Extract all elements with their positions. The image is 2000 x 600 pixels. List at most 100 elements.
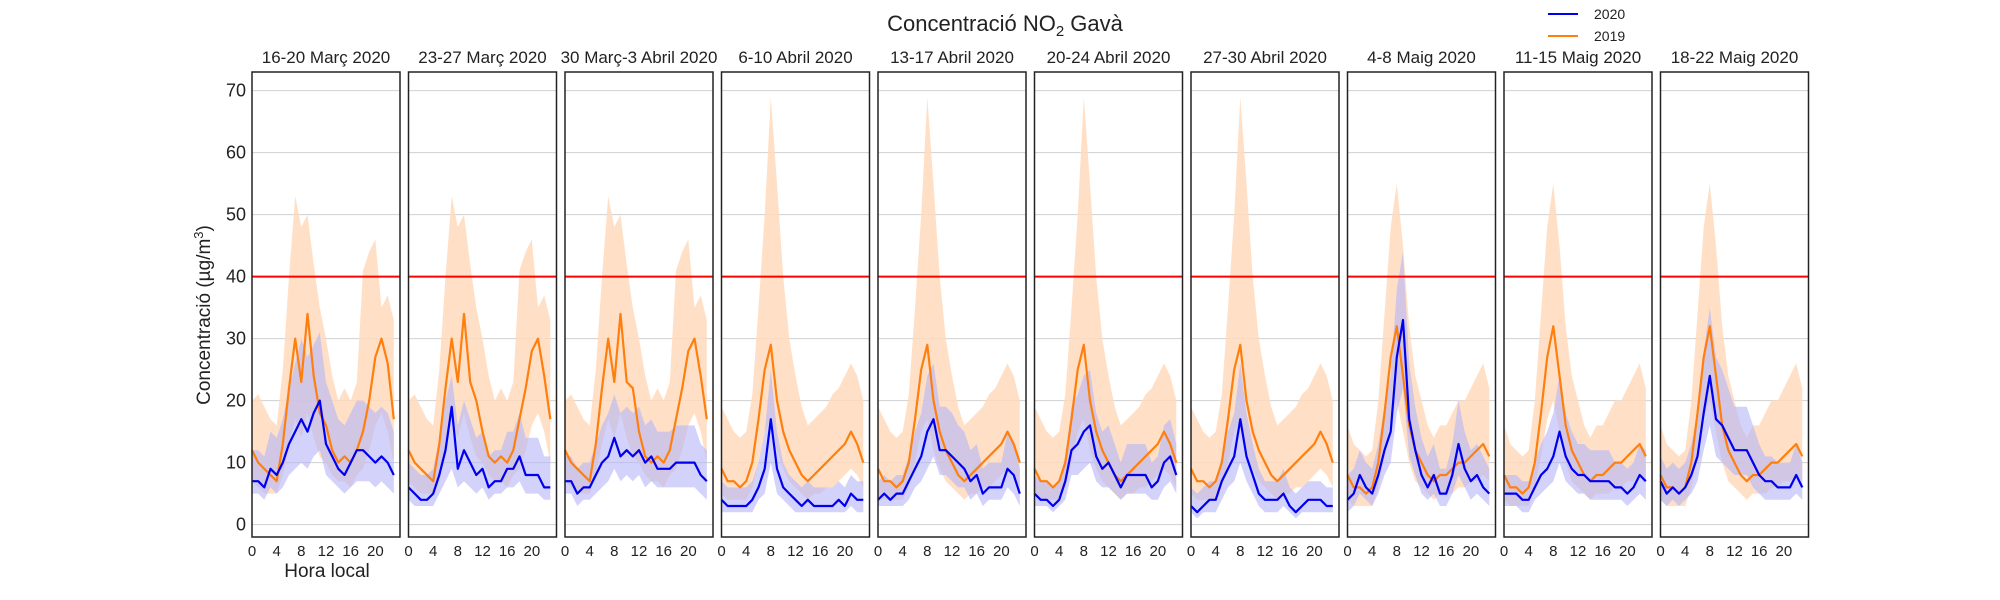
y-tick-label: 40 [226,267,246,287]
x-tick-label: 8 [297,543,305,560]
x-tick-label: 20 [836,543,853,560]
legend-label-2020: 2020 [1594,6,1625,22]
x-tick-label: 20 [993,543,1010,560]
band-2019 [1034,96,1177,500]
band-2019 [565,196,707,494]
y-tick-label: 50 [226,205,246,225]
series-2020-line [1346,318,1491,501]
x-tick-label: 12 [1100,543,1117,560]
series-2019-line [1503,325,1647,495]
x-tick-label: 0 [1656,543,1664,560]
panel-title: 11-15 Maig 2020 [1515,48,1641,67]
x-tick-label: 0 [1500,543,1508,560]
panel-frame [1033,71,1184,538]
x-tick-label: 4 [1524,543,1532,560]
x-tick-label: 16 [1281,543,1298,560]
x-tick-label: 12 [1257,543,1274,560]
x-tick-label: 12 [318,543,335,560]
band-2020 [1191,363,1333,519]
x-tick-label: 4 [1211,543,1219,560]
series-2020-line [720,418,864,508]
series-2019-line [1033,343,1178,489]
panel-9: 11-15 Maig 2020 0 4 8 12 16 20 [1500,48,1653,560]
y-axis-label: Concentració (µg/m3) [191,225,215,405]
panel-8: 4-8 Maig 2020 0 4 8 12 16 20 [1343,48,1497,560]
panel-title: 18-22 Maig 2020 [1671,48,1799,67]
series-2020-line [565,436,708,495]
panel-5: 13-17 Abril 2020 0 4 8 12 16 20 [874,48,1027,560]
y-tick-label: 30 [226,329,246,349]
x-axis-label: Hora local [284,561,370,582]
band-2019 [721,96,864,500]
series-2019-line [407,312,552,483]
chart-title-end: Gavà [1064,11,1123,36]
x-tick-label: 16 [499,543,516,560]
band-2020 [1347,251,1490,513]
x-tick-label: 12 [787,543,804,560]
series-2019-line [720,343,865,489]
band-2019 [1191,96,1333,500]
x-tick-label: 8 [1236,543,1244,560]
x-tick-label: 16 [1125,543,1142,560]
x-tick-label: 0 [717,543,725,560]
x-tick-label: 16 [342,543,359,560]
band-2020 [408,375,551,506]
panel-title: 27-30 Abril 2020 [1203,48,1327,67]
x-tick-label: 0 [1030,543,1038,560]
panel-title: 23-27 Març 2020 [418,48,547,67]
panel-title: 16-20 Març 2020 [262,48,391,67]
panel-6: 20-24 Abril 2020 0 4 8 12 16 20 [1030,48,1184,560]
x-tick-label: 4 [1681,543,1689,560]
series-2020-line [877,418,1021,501]
panel-4: 6-10 Abril 2020 0 4 8 12 16 20 [717,48,871,560]
x-tick-label: 20 [1306,543,1323,560]
band-2020 [1660,307,1803,506]
x-tick-label: 12 [474,543,491,560]
legend-label-2019: 2019 [1594,28,1625,44]
band-2020 [1034,369,1177,513]
band-2020 [565,394,707,506]
x-tick-label: 20 [1775,543,1792,560]
x-tick-label: 20 [1149,543,1166,560]
x-tick-label: 12 [944,543,961,560]
series-2020-line [1190,418,1333,514]
x-tick-label: 20 [1619,543,1636,560]
x-tick-label: 4 [742,543,750,560]
series-2020-line [407,405,551,501]
x-tick-label: 4 [1368,543,1376,560]
x-tick-label: 8 [923,543,931,560]
panel-title: 30 Març-3 Abril 2020 [561,48,718,67]
panel-title: 13-17 Abril 2020 [890,48,1014,67]
y-tick-label: 10 [226,453,246,473]
x-tick-label: 4 [585,543,593,560]
x-tick-label: 12 [631,543,648,560]
band-2019 [878,96,1020,500]
x-tick-label: 4 [1055,543,1063,560]
x-tick-label: 16 [1751,543,1768,560]
y-axis-label-superscript: 3 [191,231,206,238]
x-tick-label: 0 [561,543,569,560]
panel-2: 23-27 Març 2020 0 4 8 12 16 20 [404,48,558,560]
x-tick-label: 16 [812,543,829,560]
series-2020-line [1033,424,1178,508]
x-tick-label: 16 [1594,543,1611,560]
x-tick-label: 8 [1706,543,1714,560]
x-tick-label: 12 [1726,543,1743,560]
x-tick-label: 4 [898,543,906,560]
y-tick-label: 20 [226,391,246,411]
x-tick-label: 0 [404,543,412,560]
panel-frame [564,71,714,538]
x-tick-label: 12 [1570,543,1587,560]
x-tick-label: 0 [1187,543,1195,560]
x-tick-label: 20 [367,543,384,560]
panel-3: 30 Març-3 Abril 2020 0 4 8 12 16 20 [561,48,718,560]
x-tick-label: 16 [1438,543,1455,560]
x-tick-label: 8 [454,543,462,560]
panel-frame [1503,71,1653,538]
y-tick-label: 0 [236,515,246,535]
panel-frame [1346,71,1497,538]
series-2019-line [1190,343,1334,489]
panel-title: 6-10 Abril 2020 [738,48,852,67]
chart-title: Concentració NO2 Gavà [887,11,1124,40]
